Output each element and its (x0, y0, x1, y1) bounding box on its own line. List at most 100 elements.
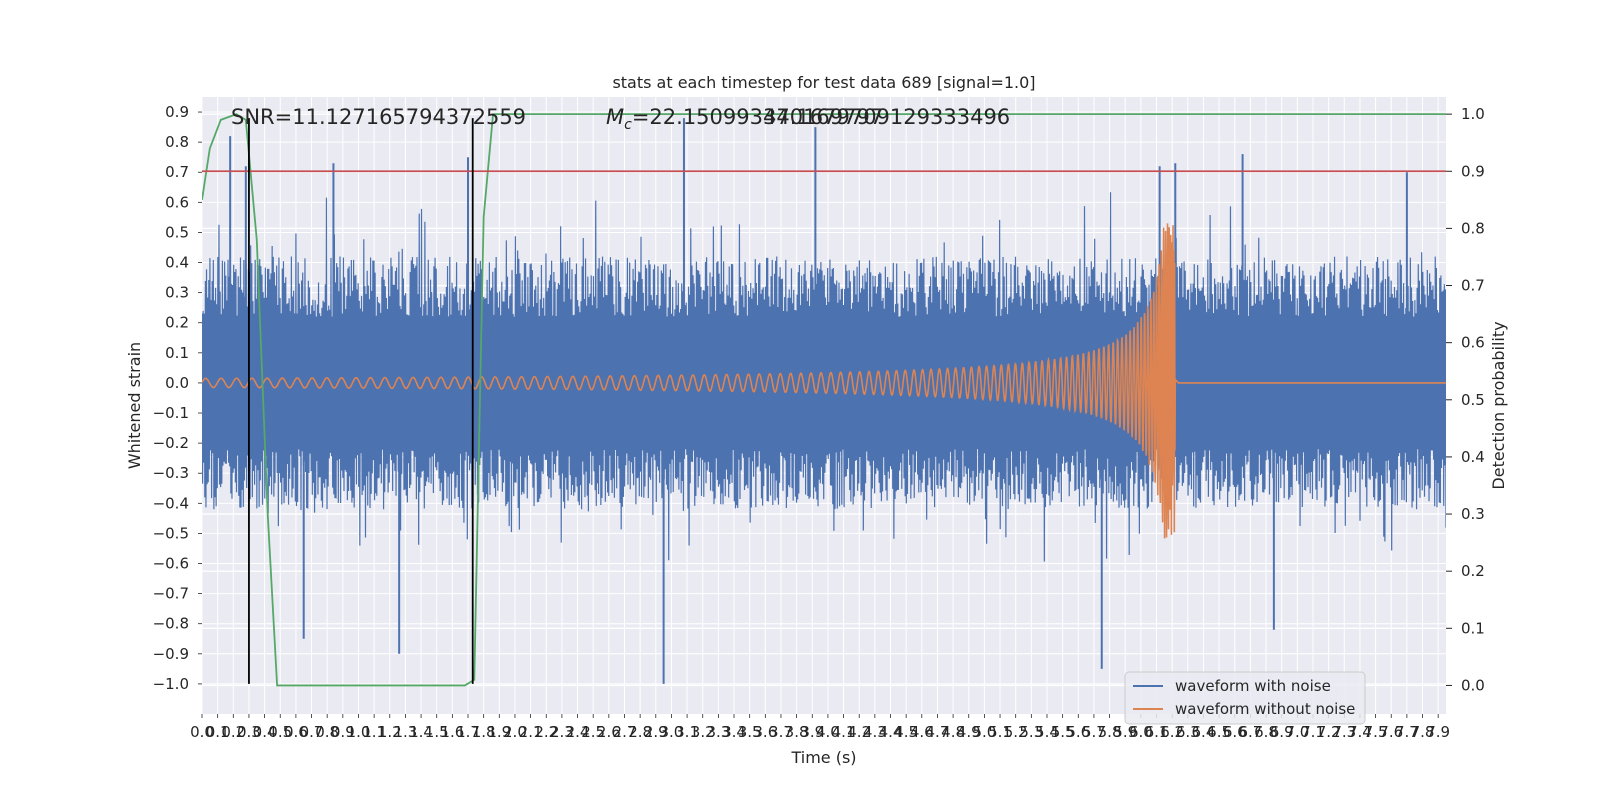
x-tick-label: 1.9 (487, 723, 511, 741)
y2-tick-label: 0.4 (1461, 448, 1485, 466)
y-tick-label: −0.4 (153, 494, 189, 512)
y-tick-label: −0.8 (153, 615, 189, 633)
y-tick-label: 0.9 (165, 103, 189, 121)
x-tick-label: 7.4 (1348, 723, 1372, 741)
y-tick-label: −0.2 (153, 434, 189, 452)
x-tick-label: 2.6 (597, 723, 621, 741)
x-tick-label: 7.8 (1411, 723, 1435, 741)
x-tick-label: 1.5 (425, 723, 449, 741)
x-tick-label: 1.3 (393, 723, 417, 741)
y-tick-label: 0.5 (165, 223, 189, 241)
series-waveform-without-noise (202, 223, 1446, 539)
x-tick-label: 4.1 (832, 723, 856, 741)
y2-tick-label: 0.8 (1461, 219, 1485, 237)
x-tick-label: 2.4 (566, 723, 590, 741)
x-tick-label: 6.1 (1145, 723, 1169, 741)
legend-box (1124, 671, 1366, 725)
x-tick-label: 2.9 (644, 723, 668, 741)
y-tick-label: 0.0 (165, 374, 189, 392)
x-tick-label: 2.5 (581, 723, 605, 741)
x-tick-label: 5.3 (1019, 723, 1043, 741)
x-tick-label: 4.4 (879, 723, 903, 741)
x-tick-label: 4.7 (926, 723, 950, 741)
x-tick-label: 2.1 (519, 723, 543, 741)
x-tick-label: 7.2 (1317, 723, 1341, 741)
y2-tick-label: 0.6 (1461, 334, 1485, 352)
y2-tick-label: 1.0 (1461, 105, 1485, 123)
x-tick-label: 5.4 (1035, 723, 1059, 741)
x-tick-label: 4.9 (957, 723, 981, 741)
x-tick-label: 2.8 (628, 723, 652, 741)
x-tick-label: 6.4 (1192, 723, 1216, 741)
x-tick-label: 4.2 (847, 723, 871, 741)
x-tick-label: 3.0 (660, 723, 684, 741)
x-tick-label: 3.1 (675, 723, 699, 741)
x-tick-label: 7.0 (1285, 723, 1309, 741)
x-tick-label: 6.5 (1207, 723, 1231, 741)
y-tick-label: 0.3 (165, 284, 189, 302)
y2-tick-label: 0.3 (1461, 505, 1485, 523)
x-tick-label: 4.8 (941, 723, 965, 741)
y2-tick-label: 0.5 (1461, 391, 1485, 409)
x-tick-label: 3.4 (722, 723, 746, 741)
x-tick-label: 4.0 (816, 723, 840, 741)
x-tick-label: 2.3 (550, 723, 574, 741)
y-tick-label: −0.9 (153, 645, 189, 663)
x-tick-label: 6.6 (1223, 723, 1247, 741)
x-tick-label: 0.9 (331, 723, 355, 741)
x-tick-label: 0.4 (253, 723, 277, 741)
y2-tick-label: 0.1 (1461, 619, 1485, 637)
x-tick-label: 0.3 (237, 723, 261, 741)
legend-label-waveform-without-noise: waveform without noise (1175, 700, 1355, 718)
x-tick-label: 7.1 (1301, 723, 1325, 741)
y-tick-label: 0.7 (165, 163, 189, 181)
y-tick-label: −0.6 (153, 555, 189, 573)
y-tick-label: −1.0 (153, 675, 189, 693)
y2-tick-label: 0.0 (1461, 676, 1485, 694)
x-tick-label: 2.0 (503, 723, 527, 741)
x-tick-label: 3.2 (691, 723, 715, 741)
x-tick-label: 1.8 (472, 723, 496, 741)
x-tick-label: 3.9 (800, 723, 824, 741)
legend: waveform with noise waveform without noi… (1124, 671, 1366, 725)
x-tick-label: 1.4 (409, 723, 433, 741)
chirp-mass-subscript: c (624, 117, 632, 133)
x-tick-label: 5.2 (1004, 723, 1028, 741)
x-tick-label: 0.8 (315, 723, 339, 741)
x-tick-label: 5.5 (1051, 723, 1075, 741)
x-tick-label: 7.7 (1395, 723, 1419, 741)
x-tick-label: 5.8 (1098, 723, 1122, 741)
y-tick-label: 0.8 (165, 133, 189, 151)
x-tick-label: 7.5 (1364, 723, 1388, 741)
x-tick-label: 7.9 (1426, 723, 1450, 741)
x-tick-label: 1.2 (378, 723, 402, 741)
y2-tick-label: 0.2 (1461, 562, 1485, 580)
x-tick-label: 6.2 (1160, 723, 1184, 741)
x-tick-label: 5.6 (1066, 723, 1090, 741)
x-tick-label: 0.0 (190, 723, 214, 741)
clipped-series (202, 113, 1446, 687)
chart-title: stats at each timestep for test data 689… (612, 73, 1035, 92)
chirp-mass-annotation: Mc=22.150993470169797 (606, 105, 883, 133)
y-tick-label: −0.1 (153, 404, 189, 422)
y-tick-label: −0.3 (153, 464, 189, 482)
x-tick-label: 0.5 (268, 723, 292, 741)
x-tick-label: 1.7 (456, 723, 480, 741)
y2-tick-label: 0.9 (1461, 162, 1485, 180)
x-tick-label: 0.2 (221, 723, 245, 741)
y-tick-label: −0.5 (153, 524, 189, 542)
x-tick-label: 7.6 (1379, 723, 1403, 741)
x-tick-label: 0.7 (300, 723, 324, 741)
x-tick-label: 7.3 (1332, 723, 1356, 741)
x-tick-label: 2.7 (613, 723, 637, 741)
x-tick-label: 6.8 (1254, 723, 1278, 741)
x-tick-label: 1.6 (440, 723, 464, 741)
x-tick-label: 6.9 (1270, 723, 1294, 741)
x-tick-label: 3.3 (706, 723, 730, 741)
x-tick-label: 0.1 (206, 723, 230, 741)
x-tick-label: 4.6 (910, 723, 934, 741)
y-axis-right: 1.0 0.9 0.8 0.7 0.6 0.5 0.4 0.3 0.2 0.1 0.0 (1446, 105, 1485, 694)
legend-label-waveform-with-noise: waveform with noise (1175, 677, 1331, 695)
x-tick-label: 1.0 (347, 723, 371, 741)
